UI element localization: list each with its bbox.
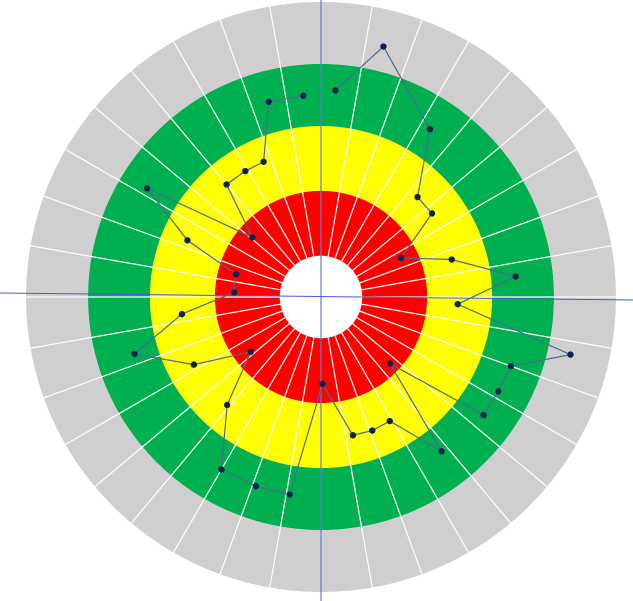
spoke <box>43 195 283 284</box>
spoke <box>269 337 315 588</box>
spoke <box>359 195 599 284</box>
data-point <box>386 360 394 367</box>
data-point <box>286 491 293 498</box>
spoke <box>94 323 290 488</box>
data-point <box>218 466 225 473</box>
spoke <box>172 41 301 262</box>
spoke <box>341 41 470 262</box>
data-point <box>131 350 138 358</box>
data-point <box>495 388 502 395</box>
spoke <box>356 148 577 277</box>
spoke <box>94 106 290 271</box>
data-point <box>230 289 238 296</box>
data-point <box>438 448 445 455</box>
data-point <box>448 256 455 263</box>
spoke <box>327 6 373 257</box>
spoke <box>219 19 308 259</box>
spoke <box>30 245 281 291</box>
data-point <box>223 401 231 409</box>
spoke <box>347 70 512 266</box>
data-point <box>426 126 434 133</box>
spoke <box>352 106 548 271</box>
data-point <box>428 210 436 217</box>
data-point <box>512 273 520 280</box>
spoke <box>347 328 512 524</box>
spoke <box>65 317 286 446</box>
data-point <box>319 380 326 388</box>
spoke <box>219 335 308 575</box>
spoke <box>361 303 612 349</box>
data-point <box>369 427 376 434</box>
data-point <box>414 193 421 201</box>
band <box>149 125 493 469</box>
spoke <box>356 317 577 446</box>
data-point <box>247 348 254 356</box>
data-point <box>184 237 191 244</box>
spoke <box>65 148 286 277</box>
spoke <box>352 323 548 488</box>
data-point <box>300 92 307 99</box>
data-point <box>143 185 151 192</box>
spoke <box>361 245 612 291</box>
spoke <box>334 335 423 575</box>
spoke <box>30 303 281 349</box>
spoke <box>341 332 470 553</box>
series <box>131 43 574 498</box>
spoke <box>43 310 283 399</box>
data-point <box>332 87 339 94</box>
spoke <box>269 6 315 257</box>
band <box>214 190 428 404</box>
data-point <box>178 310 186 318</box>
data-point <box>349 432 357 439</box>
spoke <box>327 337 373 588</box>
data-point <box>507 362 515 370</box>
data-point <box>397 254 405 262</box>
data-point <box>190 361 198 368</box>
spoke <box>359 310 599 399</box>
data-point <box>386 417 393 425</box>
spoke <box>130 70 295 266</box>
data-point <box>232 271 240 278</box>
data-point <box>260 158 267 165</box>
data-point <box>242 167 249 175</box>
data-point <box>480 411 487 419</box>
data-point <box>249 234 256 241</box>
data-point <box>265 98 272 106</box>
spoke <box>172 332 301 553</box>
data-point <box>380 43 387 50</box>
spokes <box>26 2 616 592</box>
data-point <box>454 300 461 308</box>
horizontal-axis <box>0 292 633 301</box>
data-point <box>252 482 260 490</box>
data-point <box>223 181 230 188</box>
spoke <box>334 19 423 259</box>
spoke <box>130 328 295 524</box>
data-point <box>567 351 574 358</box>
